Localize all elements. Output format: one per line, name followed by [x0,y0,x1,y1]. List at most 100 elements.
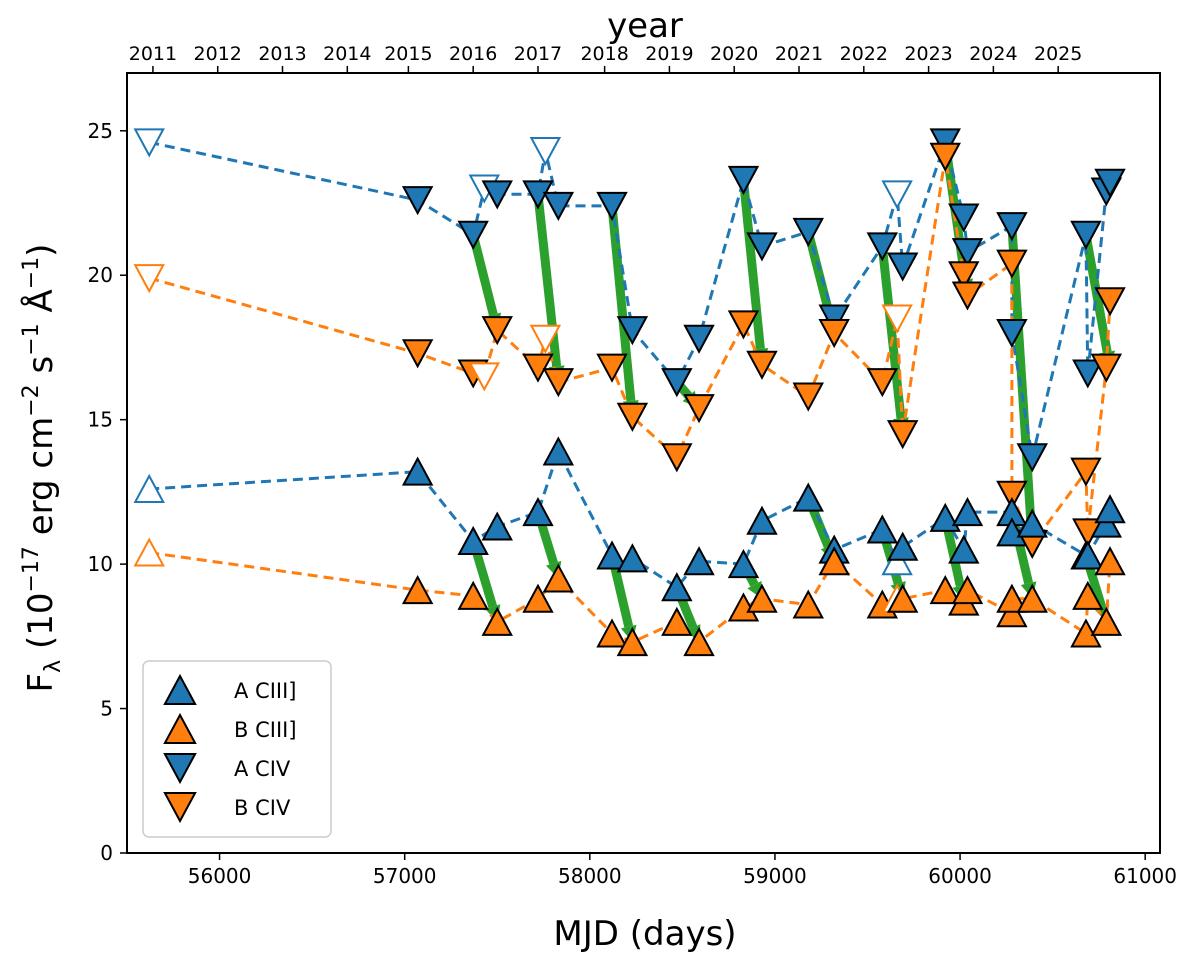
x-tick-label: 60000 [928,864,992,888]
marker-B_CIV [596,353,628,383]
marker-B_CIV [1094,287,1126,317]
arrow-shaft [468,539,498,608]
marker-open-A_CIII [881,546,913,576]
marker-A_CIV [616,316,649,346]
marker-B_CIV [996,249,1028,279]
top-tick-label: 2020 [710,43,758,65]
legend-label: B CIII] [234,718,297,742]
top-tick-label: 2024 [969,43,1017,65]
legend-marker [163,673,197,705]
marker-B_CIII [818,546,850,576]
top-tick-label: 2014 [323,43,371,65]
marker-A_CIV [818,304,850,334]
marker-B_CIV [727,310,760,340]
marker-A_CIV [996,319,1028,349]
marker-B_CIII [886,583,919,613]
top-tick-label: 2012 [194,43,242,65]
top-axis-title: year [607,6,683,46]
x-axis-title: MJD (days) [553,914,736,954]
x-tick-label: 61000 [1113,864,1177,888]
y-tick-label: 25 [88,119,113,143]
marker-B_CIV [661,443,693,473]
legend-label: A CIII] [234,679,296,703]
marker-open-A_CIII [133,473,165,503]
marker-A_CIV [457,220,489,250]
marker-B_CIII [951,575,984,605]
marker-B_CIII [481,606,513,636]
marker-B_CIII [596,618,628,648]
marker-A_CIV [1094,168,1126,198]
marker-A_CIII [616,543,649,573]
marker-A_CIII [1016,508,1048,538]
y-tick-label: 15 [88,408,113,432]
marker-B_CIII [1072,580,1104,610]
plot-frame [126,72,1161,854]
top-tick-label: 2018 [580,43,628,65]
marker-A_CIII [866,514,899,544]
marker-A_CIV [401,186,434,216]
marker-B_CIII [1090,606,1123,636]
arrow-shaft [607,554,634,628]
marker-A_CIV [542,191,575,221]
marker-A_CIII [1090,508,1123,538]
marker-B_CIV [481,316,513,346]
marker-B_CIII [683,627,715,657]
marker-open-B_CIV [468,362,501,392]
marker-B_CIV [866,368,899,398]
marker-B_CIII [522,583,554,613]
y-axis-title: Fλ (10−17 erg cm−2 s−1 Å−1) [19,244,66,693]
marker-A_CIII [886,531,919,561]
y-tick-label: 20 [88,263,113,287]
marker-A_CIII [996,517,1028,547]
top-tick-label: 2015 [384,43,432,65]
marker-B_CIII [929,575,961,605]
marker-B_CIV [616,402,649,432]
arrow-shaft [468,233,498,316]
marker-B_CIII [616,627,649,657]
marker-A_CIII [746,505,778,535]
marker-B_CIV [401,339,434,369]
marker-open-B_CIV [881,304,913,334]
arrow-shaft [607,205,636,402]
marker-A_CIII [1094,494,1126,524]
marker-A_CIV [596,191,628,221]
marker-A_CIV [996,212,1028,242]
marker-A_CIII [522,497,554,527]
marker-open-A_CIV [881,180,913,210]
legend-marker [163,712,197,744]
legend-marker [163,792,197,824]
marker-B_CIV [1090,353,1123,383]
marker-B_CIII [1016,583,1048,613]
arrow-shaft [533,193,562,367]
marker-B_CIII [457,580,489,610]
marker-B_CIV [996,480,1028,510]
marker-A_CIII [727,549,760,579]
marker-A_CIII [457,525,489,555]
marker-B_CIV [792,382,824,412]
marker-B_CIV [746,350,778,380]
marker-A_CIII [596,540,628,570]
y-tick-label: 5 [100,697,113,721]
marker-B_CIV [1070,457,1102,487]
marker-B_CIII [792,589,824,619]
marker-A_CIII [951,497,984,527]
marker-open-B_CIV [133,264,165,294]
marker-A_CIII [401,456,434,486]
y-tick-label: 10 [88,552,113,576]
axes-layer: 56000 57000 58000 59000 60000 610000510152025… [88,43,1177,888]
marker-B_CIV [542,368,575,398]
marker-A_CIV [792,217,824,247]
marker-B_CIII [542,563,575,593]
marker-B_CIV [948,261,980,291]
x-tick-label: 57000 [373,864,437,888]
marker-B_CIV [951,281,984,311]
legend-label: B CIV [234,796,291,820]
marker-A_CIV [1072,359,1104,389]
marker-A_CIV [866,232,899,262]
marker-A_CIV [727,165,760,195]
marker-A_CIII [929,502,961,532]
marker-A_CIV [1070,220,1102,250]
top-tick-label: 2022 [840,43,888,65]
y-tick-label: 0 [100,841,113,865]
marker-A_CIII [948,534,980,564]
